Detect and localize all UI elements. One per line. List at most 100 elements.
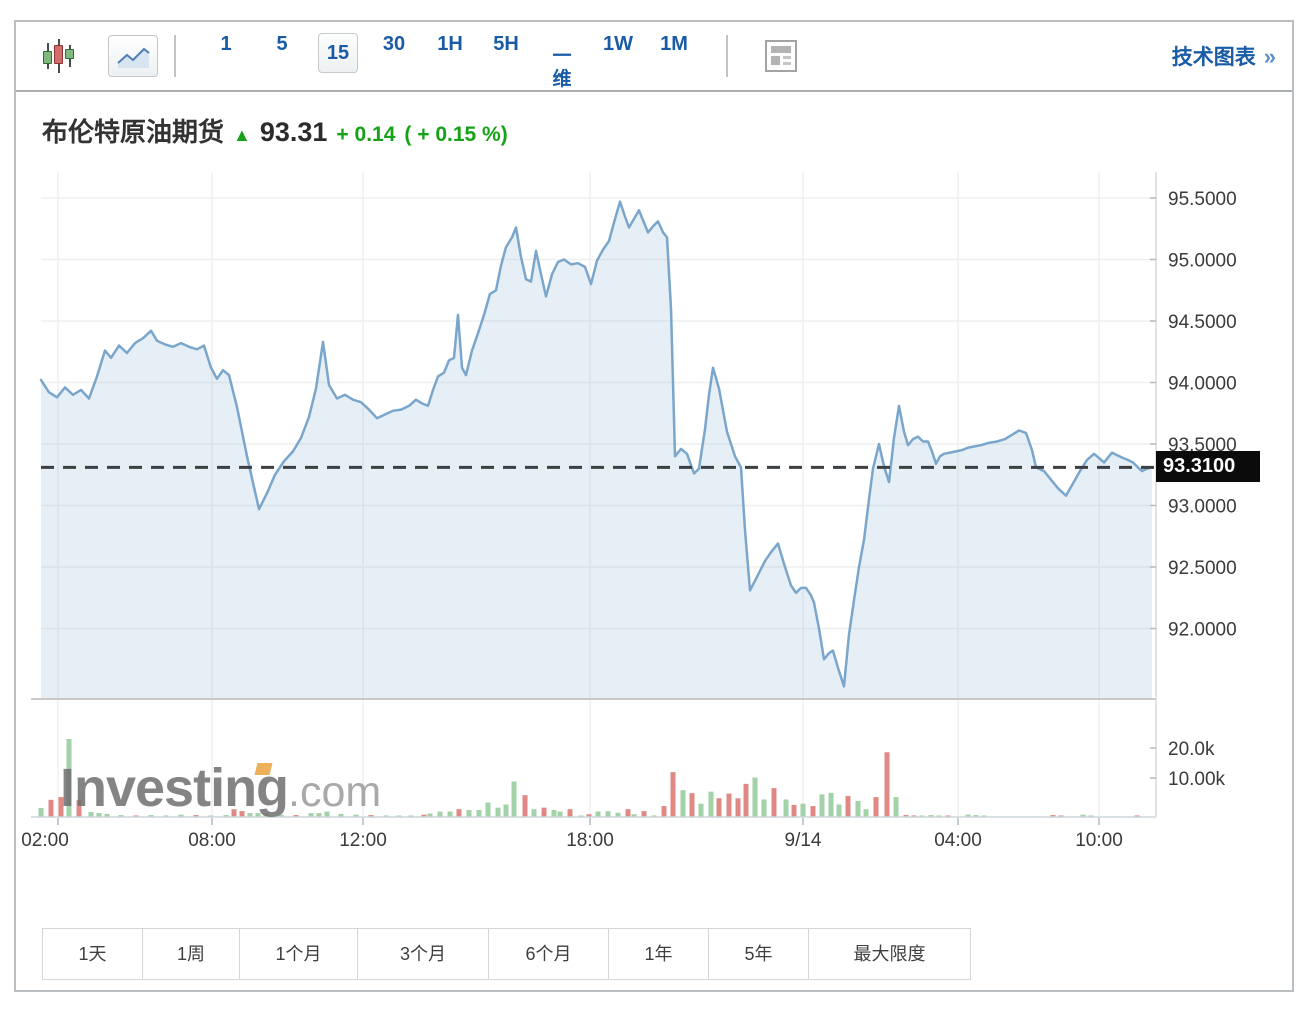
axis-label: 08:00 (188, 830, 236, 851)
volume-bar (743, 783, 749, 817)
volume-bar (178, 814, 184, 817)
timeframe-1m[interactable]: 1M (660, 33, 688, 55)
volume-bar (761, 799, 767, 817)
up-arrow-icon: ▲ (233, 125, 251, 145)
double-chevron-right-icon: » (1263, 44, 1276, 69)
volume-bar (845, 795, 851, 817)
price-change: + 0.14 (336, 123, 396, 146)
volume-bar (531, 809, 537, 817)
volume-bar (615, 812, 621, 817)
axis-label: 93.0000 (1168, 497, 1237, 518)
news-layout-icon (765, 40, 797, 72)
axis-label: 20.0k (1168, 739, 1215, 760)
volume-bar (1134, 815, 1140, 817)
volume-bar (708, 791, 714, 817)
volume-bar (133, 815, 139, 817)
volume-bar (903, 815, 909, 817)
volume-bar (223, 815, 229, 817)
price-area-series (39, 200, 1154, 698)
area-chart-type-button[interactable] (108, 35, 158, 77)
volume-bar (735, 798, 741, 817)
axis-label: 95.5000 (1168, 189, 1237, 210)
volume-bar (456, 809, 462, 817)
range-1-month[interactable]: 1个月 (240, 929, 358, 979)
last-price-tag: 93.3100 (1156, 451, 1260, 482)
volume-bar (828, 792, 834, 817)
volume-bar (293, 815, 299, 817)
range-1-year[interactable]: 1年 (609, 929, 709, 979)
range-3-months[interactable]: 3个月 (358, 929, 489, 979)
volume-bar (936, 815, 942, 817)
volume-bar (551, 809, 557, 817)
price-volume-chart[interactable]: 95.5000 95.0000 94.5000 94.0000 93.5000 93.00… (16, 152, 1294, 874)
volume-bar (783, 799, 789, 817)
volume-bar (148, 815, 154, 817)
volume-bar (263, 813, 269, 817)
volume-bar (38, 808, 44, 817)
volume-bar (316, 813, 322, 817)
timeframe-1d[interactable]: 一维 (552, 46, 572, 90)
volume-bar (893, 797, 899, 817)
volume-bar (752, 777, 758, 817)
volume-bar (427, 813, 433, 817)
timeframe-5h[interactable]: 5H (493, 33, 519, 55)
volume-bar (586, 814, 592, 817)
volume-bar (557, 811, 563, 817)
volume-bar (193, 815, 199, 817)
volume-bar (689, 793, 695, 817)
volume-bar (163, 815, 169, 817)
axis-label: 94.5000 (1168, 312, 1237, 333)
chart-toolbar: 1 5 15 30 1H 5H 一维 1W 1M 技术图表 » (16, 22, 1292, 92)
timeframe-1h[interactable]: 1H (437, 33, 463, 55)
volume-bar (76, 799, 82, 817)
chart-widget: 1 5 15 30 1H 5H 一维 1W 1M 技术图表 » 布伦特 (14, 20, 1294, 992)
range-selector: 1天 1周 1个月 3个月 6个月 1年 5年 最大限度 (42, 928, 971, 980)
volume-bar (800, 803, 806, 817)
range-1-day[interactable]: 1天 (43, 929, 143, 979)
instrument-name: 布伦特原油期货 (42, 117, 225, 147)
volume-bar (863, 809, 869, 817)
timeframe-30[interactable]: 30 (382, 33, 406, 55)
volume-bar (855, 801, 861, 817)
volume-bar (641, 811, 647, 817)
volume-bar (447, 811, 453, 817)
price-change-percent: ( + 0.15 %) (404, 123, 508, 146)
volume-bar (368, 815, 374, 817)
range-1-week[interactable]: 1周 (143, 929, 240, 979)
candle-body-up (43, 51, 52, 64)
volume-bar (96, 813, 102, 817)
timeframe-5[interactable]: 5 (276, 33, 288, 55)
volume-bar (255, 813, 261, 817)
volume-bar (973, 815, 979, 817)
volume-bar (104, 813, 110, 817)
timeframe-15-selected[interactable]: 15 (310, 33, 366, 79)
axis-label: 92.5000 (1168, 558, 1237, 579)
axis-label: 18:00 (566, 830, 614, 851)
news-layout-button[interactable] (764, 39, 798, 73)
volume-bar (88, 811, 94, 817)
volume-bar (231, 809, 237, 817)
volume-bar (791, 804, 797, 817)
volume-bar (680, 790, 686, 817)
volume-bar (466, 809, 472, 817)
axis-label: 9/14 (785, 830, 822, 851)
timeframe-1[interactable]: 1 (220, 33, 232, 55)
area-chart-icon (117, 47, 150, 68)
range-6-months[interactable]: 6个月 (489, 929, 609, 979)
volume-bar (625, 809, 631, 817)
axis-label: 10:00 (1075, 830, 1123, 851)
volume-bar (595, 811, 601, 817)
range-max[interactable]: 最大限度 (853, 944, 926, 964)
volume-bar (771, 788, 777, 817)
volume-bar (48, 799, 54, 817)
timeframe-1w[interactable]: 1W (603, 33, 633, 55)
axis-label: 94.0000 (1168, 374, 1237, 395)
volume-bar (485, 802, 491, 817)
volume-bar (873, 797, 879, 817)
volume-bar (605, 811, 611, 817)
candlestick-chart-type-button[interactable] (42, 37, 78, 75)
technical-chart-link[interactable]: 技术图表 » (1172, 41, 1276, 71)
range-5-years[interactable]: 5年 (709, 929, 809, 979)
volume-bar (353, 814, 359, 817)
axis-label: 93.5000 (1168, 435, 1237, 456)
